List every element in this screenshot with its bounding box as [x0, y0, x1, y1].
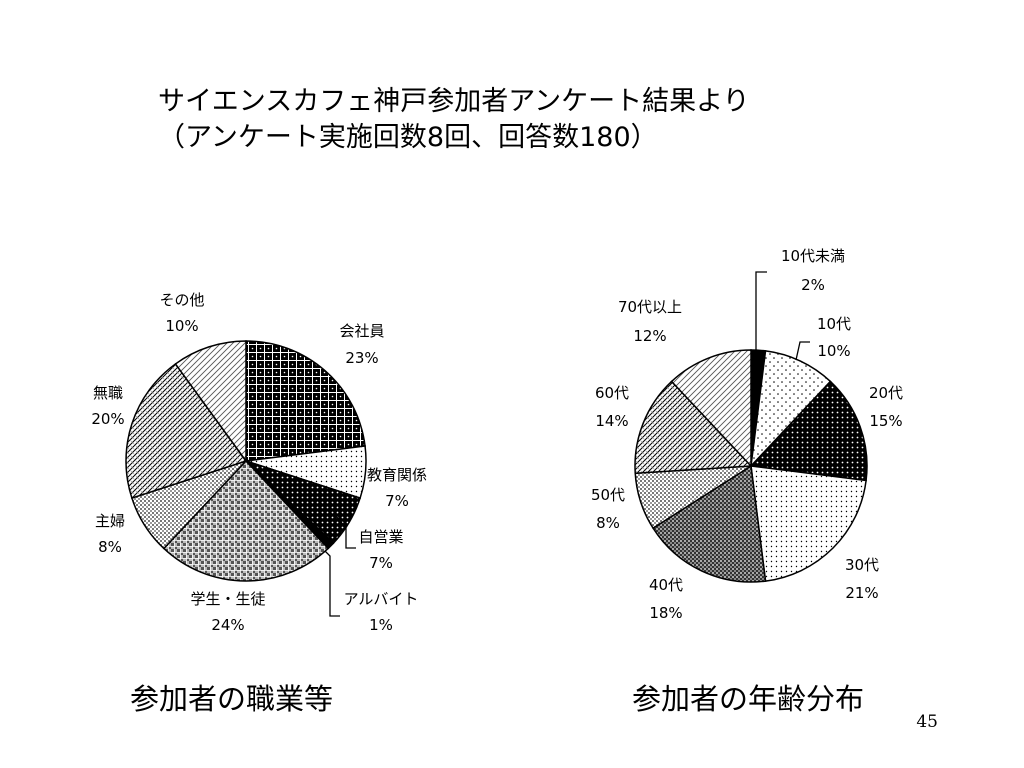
occupation-chart-caption: 参加者の職業等 [130, 682, 334, 716]
age-chart-caption: 参加者の年齢分布 [632, 682, 865, 716]
slice-occupation-5-percent: 8% [98, 538, 122, 556]
slice-occupation-3-label: アルバイト [344, 590, 419, 608]
slice-occupation-3-percent: 1% [369, 616, 393, 634]
slice-occupation-1-label: 教育関係 [367, 466, 427, 484]
occupation-pie: 会社員 23% 教育関係 7% 自営業 7% アルバイト 1% 学生・生徒 24% 主婦 8% 無職 20… [91, 291, 427, 634]
slice-age-0-percent: 2% [801, 276, 825, 294]
slice-age-6 [634, 380, 753, 475]
slice-age-1 [749, 350, 832, 469]
slice-age-6-percent: 14% [595, 412, 628, 430]
slice-age-7 [670, 349, 752, 468]
slice-age-2-label: 20代 [869, 384, 903, 402]
slice-occupation-4 [162, 459, 330, 582]
slice-occupation-4-label: 学生・生徒 [190, 590, 265, 608]
slice-occupation-2-leader-line [335, 515, 356, 549]
slice-age-2 [749, 380, 868, 482]
slice-occupation-2-percent: 7% [369, 554, 393, 572]
slice-occupation-4-percent: 24% [211, 616, 244, 634]
title-line-1: サイエンスカフェ神戸参加者アンケート結果より [158, 86, 750, 117]
slice-age-3-label: 30代 [845, 556, 879, 574]
slice-age-3-percent: 21% [845, 584, 878, 602]
slice-age-6-label: 60代 [595, 384, 629, 402]
slice-occupation-7 [174, 340, 247, 464]
age-pie: 10代未満 2% 10代 10% 20代 15% 30代 21% 40代 18% 50代 8% 60代 1… [591, 247, 903, 622]
slice-age-7-label: 70代以上 [618, 298, 682, 316]
slice-occupation-6-percent: 20% [91, 410, 124, 428]
slice-occupation-0-label: 会社員 [339, 322, 384, 340]
slice-occupation-7-percent: 10% [165, 317, 198, 335]
slice-occupation-3-leader-line [319, 545, 340, 617]
slice-occupation-0 [245, 340, 366, 462]
slice-age-4-percent: 18% [649, 604, 682, 622]
slice-occupation-5-label: 主婦 [95, 512, 125, 530]
slice-occupation-2-label: 自営業 [358, 528, 403, 546]
slice-age-7-percent: 12% [633, 327, 666, 345]
slice-age-1-label: 10代 [817, 315, 851, 333]
title-line-2: （アンケート実施回数8回、回答数180） [158, 122, 658, 153]
slice-age-1-leader-line [795, 341, 810, 361]
slice-age-5-percent: 8% [596, 514, 620, 532]
slice-occupation-0-percent: 23% [345, 349, 378, 367]
slice-age-0-label: 10代未満 [781, 247, 845, 265]
slice-age-5-label: 50代 [591, 486, 625, 504]
page-number: 45 [916, 712, 938, 732]
slide-title: サイエンスカフェ神戸参加者アンケート結果より （アンケート実施回数8回、回答数1… [158, 84, 750, 156]
slice-occupation-6 [125, 362, 248, 500]
slice-age-1-percent: 10% [817, 342, 850, 360]
slice-age-3 [750, 465, 867, 582]
slice-age-0-leader-line [755, 271, 767, 351]
slice-age-4-label: 40代 [649, 576, 683, 594]
slice-age-4 [652, 464, 767, 583]
slice-occupation-1-percent: 7% [385, 492, 409, 510]
slice-age-2-percent: 15% [869, 412, 902, 430]
slice-occupation-6-label: 無職 [93, 384, 123, 402]
slice-occupation-7-label: その他 [159, 291, 204, 309]
